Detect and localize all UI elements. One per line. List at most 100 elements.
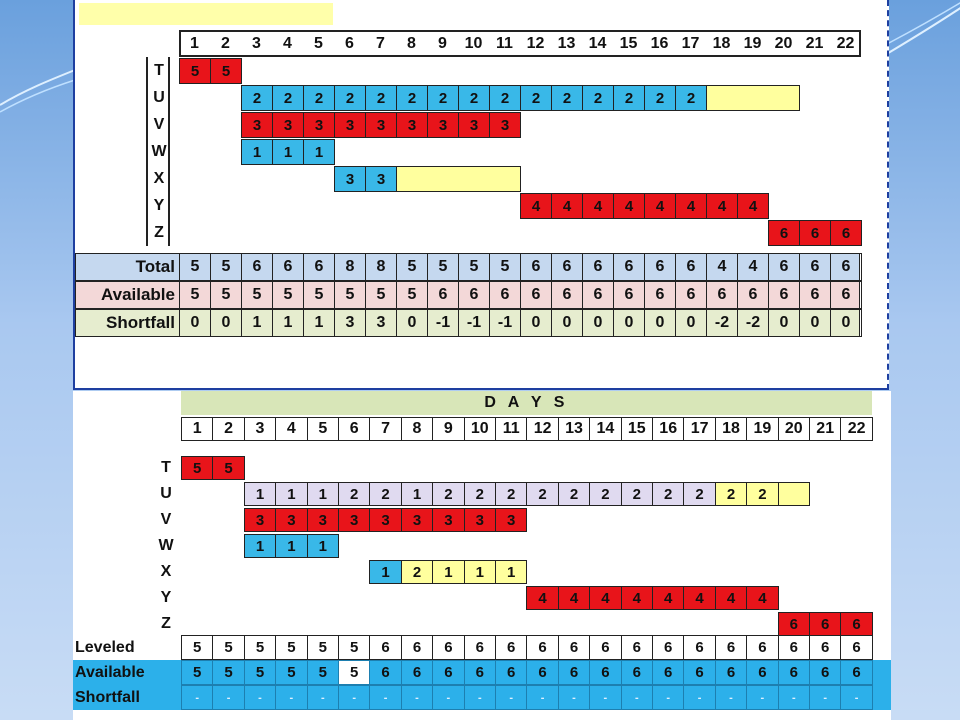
summary-cell: 6 <box>427 281 459 309</box>
summary-label-leveled: Leveled <box>75 638 135 656</box>
summary-cell: 6 <box>551 253 583 281</box>
activity-label: Z <box>154 223 164 241</box>
summary-cell: 0 <box>644 309 676 337</box>
summary-cell: - <box>557 685 591 710</box>
summary-cell: 6 <box>840 635 873 660</box>
summary-cell: 0 <box>799 309 831 337</box>
day-header-cell: 16 <box>650 34 669 52</box>
summary-band-shortfall <box>73 685 891 710</box>
activity-label: T <box>154 61 164 79</box>
activity-cell: 3 <box>275 508 308 532</box>
activity-cell: 3 <box>463 508 496 532</box>
day-header-cell: 11 <box>495 417 528 441</box>
activity-cell: 2 <box>582 85 614 111</box>
summary-cell: 5 <box>243 635 277 660</box>
summary-cell: - <box>620 685 653 710</box>
summary-cell: 6 <box>589 660 622 685</box>
activity-cell: 2 <box>489 85 521 111</box>
summary-cell: 5 <box>179 253 211 281</box>
summary-cell: 5 <box>427 253 459 281</box>
activity-cell: 1 <box>275 482 308 506</box>
day-header-cell: 12 <box>526 417 559 441</box>
activity-cell: 2 <box>272 85 304 111</box>
activity-cell: 3 <box>334 166 366 192</box>
summary-cell: - <box>212 685 245 710</box>
activity-cell: 4 <box>526 586 559 610</box>
summary-cell: 5 <box>458 253 490 281</box>
activity-cell: 6 <box>777 612 810 636</box>
summary-label-total: Total <box>135 257 175 276</box>
summary-cell: - <box>495 685 528 710</box>
summary-cell: 5 <box>275 660 308 685</box>
activity-cell: 1 <box>306 534 339 558</box>
activity-cell: 3 <box>365 112 397 138</box>
activity-cell: 3 <box>458 112 490 138</box>
summary-cell: 0 <box>551 309 583 337</box>
summary-cell: 6 <box>432 660 465 685</box>
summary-cell: 5 <box>179 281 211 309</box>
day-header-cell: 9 <box>432 417 465 441</box>
activity-cell: 2 <box>551 85 583 111</box>
summary-cell: 6 <box>799 253 831 281</box>
summary-cell: 5 <box>212 635 245 660</box>
activity-cell: 3 <box>306 508 339 532</box>
activity-cell: 2 <box>613 85 645 111</box>
activity-cell: 3 <box>495 508 528 532</box>
activity-label: X <box>160 563 172 580</box>
summary-cell: 6 <box>768 253 800 281</box>
summary-cell: 6 <box>613 253 645 281</box>
summary-cell: 6 <box>675 281 707 309</box>
activity-cell: 6 <box>799 220 831 246</box>
summary-label-shortfall: Shortfall <box>106 313 175 332</box>
activity-label: Z <box>161 615 171 632</box>
summary-cell: 6 <box>303 253 335 281</box>
day-header-cell: 6 <box>338 417 371 441</box>
summary-cell: 6 <box>809 660 842 685</box>
activity-cell <box>777 482 810 506</box>
day-header-cell: 19 <box>743 34 762 52</box>
activity-label: W <box>158 537 174 554</box>
activity-label: X <box>153 169 165 187</box>
day-header-cell: 16 <box>652 417 685 441</box>
day-header-cell: 22 <box>840 417 873 441</box>
summary-cell: - <box>432 685 465 710</box>
summary-cell: - <box>243 685 277 710</box>
activity-label: W <box>151 142 167 160</box>
day-header-cell: 8 <box>407 34 416 52</box>
summary-cell: - <box>714 685 748 710</box>
activity-cell: 2 <box>746 482 779 506</box>
summary-cell: 6 <box>458 281 490 309</box>
summary-cell: 0 <box>582 309 614 337</box>
day-header-cell: 17 <box>681 34 700 52</box>
activity-label: Y <box>160 589 172 606</box>
activity-cell: 1 <box>400 482 434 506</box>
activity-cell: 1 <box>303 139 335 165</box>
activity-cell: 1 <box>272 139 304 165</box>
summary-cell: 5 <box>181 635 214 660</box>
summary-cell: 6 <box>369 660 402 685</box>
day-header-cell: 2 <box>221 34 230 52</box>
day-header-cell: 8 <box>400 417 434 441</box>
summary-cell: 5 <box>212 660 245 685</box>
days-header-text: D A Y S <box>484 394 569 411</box>
summary-cell: 0 <box>179 309 211 337</box>
summary-cell: 3 <box>365 309 397 337</box>
day-header-cell: 15 <box>620 417 653 441</box>
summary-cell: 5 <box>396 281 428 309</box>
summary-cell: 6 <box>620 635 653 660</box>
activity-cell: 6 <box>809 612 842 636</box>
summary-cell: 8 <box>334 253 366 281</box>
activity-cell: 4 <box>589 586 622 610</box>
activity-label: Y <box>153 196 165 214</box>
activity-cell: 4 <box>683 586 716 610</box>
activity-cell: 4 <box>675 193 707 219</box>
activity-cell: 2 <box>432 482 465 506</box>
summary-cell: 0 <box>396 309 428 337</box>
day-header-cell: 20 <box>777 417 810 441</box>
summary-cell: 5 <box>272 281 304 309</box>
activity-cell: 2 <box>400 560 434 584</box>
activity-cell: 2 <box>644 85 676 111</box>
summary-cell: 1 <box>303 309 335 337</box>
summary-cell: 6 <box>683 635 716 660</box>
activity-cell: 6 <box>768 220 800 246</box>
